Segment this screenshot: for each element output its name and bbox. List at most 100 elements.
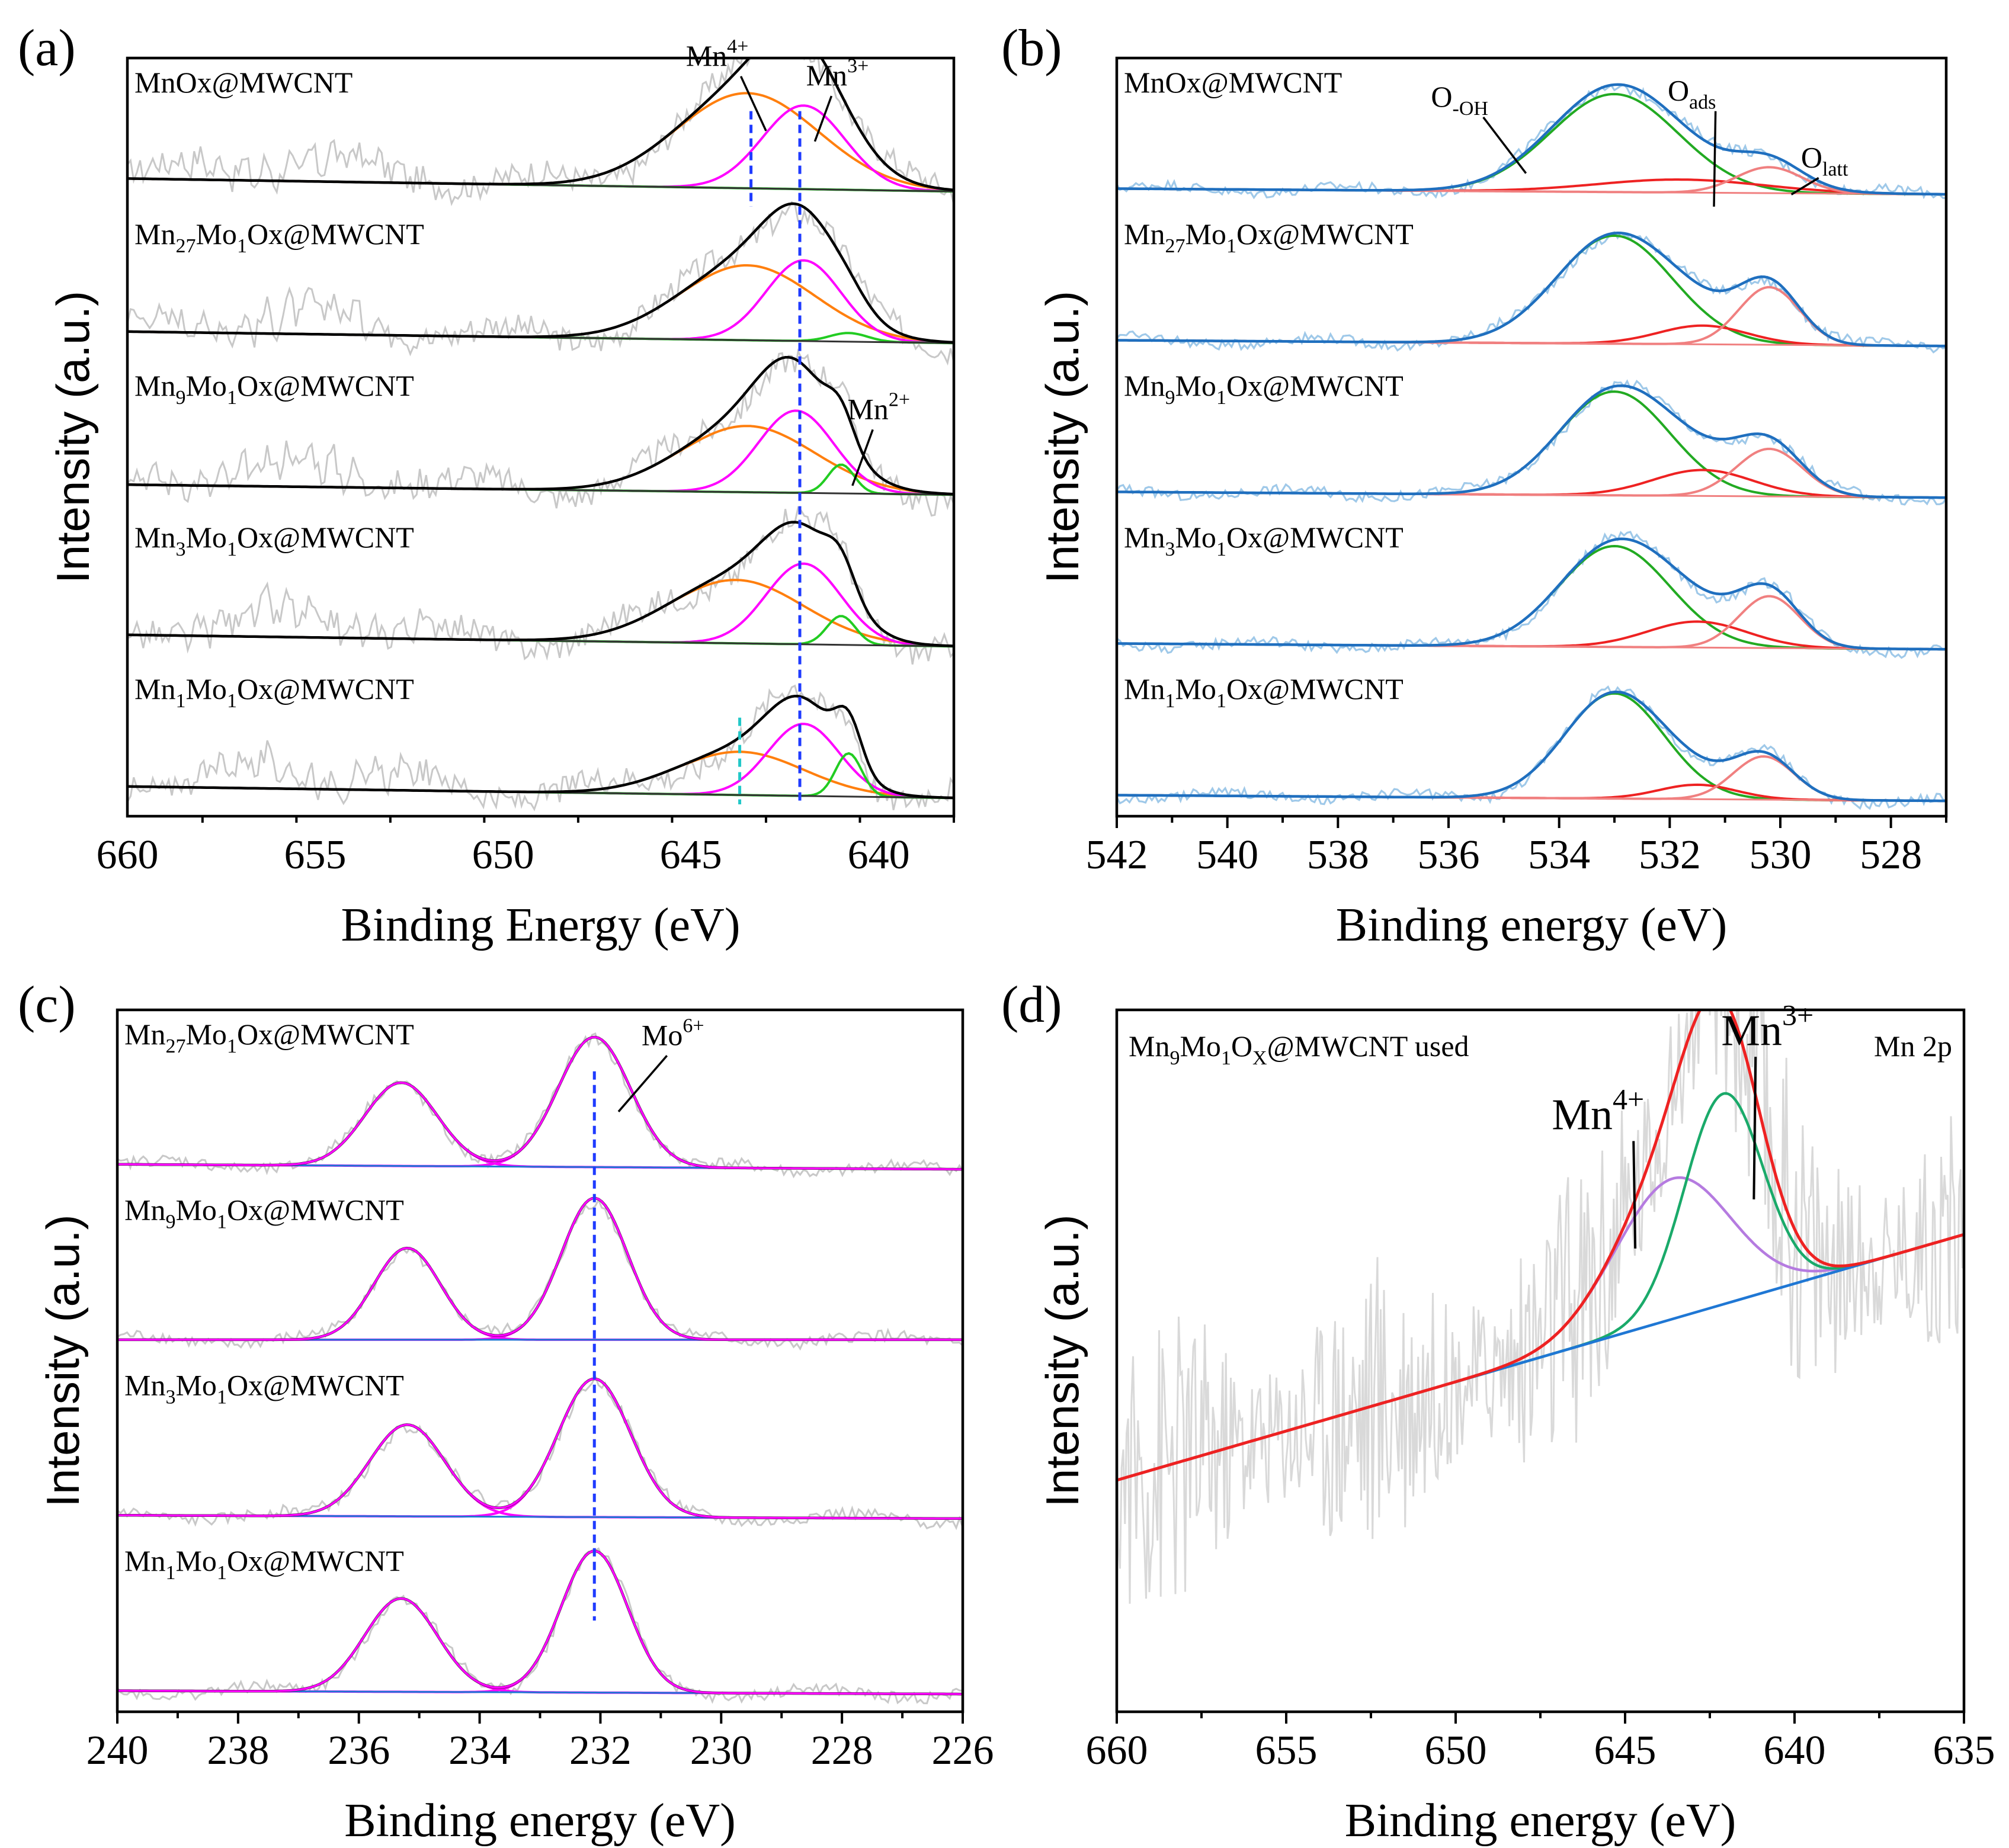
raw-data-line [127, 506, 954, 665]
component-mo3d52 [117, 1035, 963, 1171]
raw-data-line [117, 1198, 963, 1351]
sample-label: Mn27Mo1Ox@MWCNT [1124, 217, 1414, 257]
x-tick-label: 645 [660, 832, 722, 878]
sample-label: Mn9Mo1Ox@MWCNT [134, 369, 414, 409]
panel-a: (a) MnOx@MWCNT Mn27Mo1Ox@MWCNT Mn9Mo1Ox@MWC… [18, 20, 956, 951]
component-mo3d32 [117, 1247, 963, 1341]
sample-label: Mn27Mo1Ox@MWCNT [124, 1018, 414, 1057]
sample-c-0 [117, 1032, 963, 1179]
raw-data-line [127, 58, 954, 207]
peak-annotation: Mn3+ [1721, 998, 1813, 1055]
x-tick-label: 230 [690, 1728, 752, 1773]
sample-a-0 [127, 58, 954, 207]
panel-d: (d) Mn9Mo1OX@MWCNT used Mn 2p Mn4+ Mn3+ 660 65… [1001, 976, 1995, 1847]
panel-letter-c: (c) [18, 976, 76, 1034]
plot-area-d [1117, 1010, 1964, 1604]
x-axis-label: Binding energy (eV) [344, 1795, 736, 1847]
x-tick-label: 542 [1086, 832, 1148, 878]
axes-frame [1115, 1008, 1966, 1714]
x-axis-label: Binding energy (eV) [1345, 1795, 1736, 1847]
peak-annotation: O-OH [1431, 80, 1488, 120]
peak-annotation: Oads [1668, 74, 1716, 114]
raw-data-line [127, 201, 954, 366]
sample-c-2 [117, 1374, 963, 1531]
peak-annotation: Mn3+ [806, 55, 869, 92]
fit-line [117, 1036, 963, 1170]
annotation-arrow [617, 1055, 668, 1112]
component-olatt [1117, 285, 1946, 348]
sample-label: Mn9Mo1Ox@MWCNT [1124, 369, 1404, 409]
panel-letter-d: (d) [1001, 976, 1062, 1034]
peak-annotation: Mo6+ [642, 1015, 704, 1051]
sample-b-4 [1117, 685, 1946, 810]
envelope-line [1117, 83, 1946, 196]
x-tick-label: 226 [932, 1728, 994, 1773]
x-tick-label: 228 [811, 1728, 873, 1773]
envelope-line [1117, 690, 1946, 803]
fit-line [117, 1549, 963, 1695]
panel-letter-a: (a) [18, 20, 76, 77]
x-tick-label: 528 [1860, 832, 1922, 878]
peak-annotation: Mn4+ [1552, 1082, 1644, 1139]
x-tick-label: 536 [1418, 832, 1480, 878]
component-olatt [1117, 595, 1946, 651]
raw-data-line [1117, 1010, 1964, 1604]
sample-c-1 [117, 1196, 963, 1351]
y-axis-label: Intensity (a.u.) [1036, 1214, 1088, 1507]
raw-data-line-blue [1117, 84, 1946, 200]
sample-label: MnOx@MWCNT [134, 66, 353, 99]
annotation-arrow [1632, 1141, 1637, 1249]
panel-b: (b) MnOx@MWCNT Mn27Mo1Ox@MWCNT Mn9Mo1Ox@MWC… [1001, 20, 1948, 951]
raw-data-line [117, 1032, 963, 1179]
x-tick-label: 660 [97, 832, 159, 878]
x-tick-label: 650 [1425, 1728, 1487, 1773]
peak-annotation: Mn2+ [847, 389, 910, 425]
axes-frame [126, 56, 956, 818]
annotation-arrow [739, 76, 767, 131]
component-ooh [1117, 692, 1946, 803]
x-tick-label: 540 [1196, 832, 1258, 878]
panel-title: Mn9Mo1OX@MWCNT used [1129, 1029, 1469, 1069]
envelope-line [127, 521, 954, 647]
sample-label: Mn1Mo1Ox@MWCNT [134, 672, 414, 712]
sample-label: Mn1Mo1Ox@MWCNT [124, 1544, 404, 1584]
envelope-line [1117, 1010, 1964, 1482]
annotation-arrow [1482, 116, 1527, 174]
sample-label: Mn27Mo1Ox@MWCNT [134, 217, 424, 257]
x-tick-label: 234 [448, 1728, 511, 1773]
x-tick-label: 232 [569, 1728, 632, 1773]
plot-area-c [117, 1032, 963, 1705]
envelope-line [1117, 231, 1946, 348]
x-axis-label: Binding Energy (eV) [341, 899, 741, 951]
annotation-arrow [813, 95, 833, 142]
peak-annotation: Mn4+ [686, 36, 749, 72]
component-mn4 [127, 425, 954, 496]
sample-c-3 [117, 1547, 963, 1705]
panel-c: (c) Mn27Mo1Ox@MWCNT Mn9Mo1Ox@MWCNT Mn3Mo1Ox… [18, 976, 994, 1847]
sample-b-0 [1117, 83, 1946, 200]
sample-b-1 [1117, 231, 1946, 354]
envelope-line [117, 1035, 963, 1171]
sample-label: MnOx@MWCNT [1124, 66, 1342, 99]
corner-label: Mn 2p [1874, 1029, 1952, 1063]
sample-a-4 [127, 684, 954, 811]
plot-area-b [1117, 83, 1946, 810]
component-mo3d32 [117, 1597, 963, 1696]
x-tick-label: 532 [1639, 832, 1701, 878]
x-tick-label: 645 [1594, 1728, 1656, 1773]
x-tick-label: 650 [472, 832, 534, 878]
axes-frame [116, 1008, 965, 1714]
sample-label: Mn3Mo1Ox@MWCNT [134, 521, 414, 560]
x-tick-label: 655 [284, 832, 347, 878]
x-tick-label: 635 [1933, 1728, 1995, 1773]
component-ooh [1117, 544, 1946, 651]
envelope-line [127, 202, 954, 344]
annotation-arrow [1713, 111, 1717, 207]
sample-a-3 [127, 506, 954, 665]
x-tick-label: 640 [1764, 1728, 1826, 1773]
annotation-arrow [1752, 1057, 1757, 1199]
x-tick-label: 240 [86, 1728, 149, 1773]
x-tick-label: 530 [1750, 832, 1812, 878]
x-tick-label: 640 [848, 832, 910, 878]
